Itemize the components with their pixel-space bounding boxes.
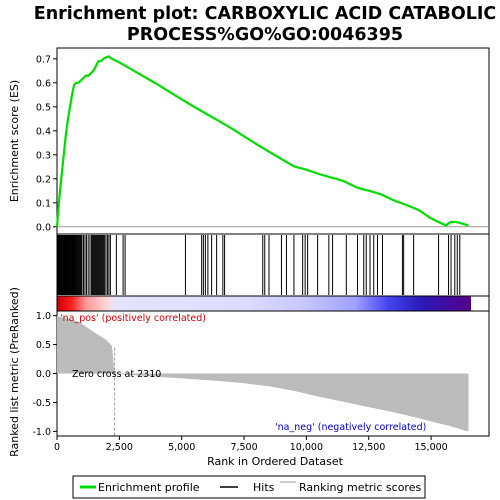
- legend-box: [72, 475, 426, 499]
- es-y-tick-label: 0.7: [36, 54, 51, 65]
- ranking-heatmap-bar: [57, 296, 471, 311]
- metric-y-tick-label: 0.5: [36, 340, 51, 351]
- legend-profile-label: Enrichment profile: [98, 481, 200, 494]
- x-axis-label: Rank in Ordered Dataset: [207, 455, 344, 468]
- x-tick-label: 7,500: [230, 442, 257, 453]
- x-tick-label: 10,000: [290, 442, 323, 453]
- x-axis-ticks: 0 2,500 5,000 7,500 10,000 12,500 15,000: [54, 436, 448, 453]
- es-y-tick-label: 0.3: [36, 150, 51, 161]
- legend-hits-label: Hits: [253, 481, 275, 494]
- legend-metric-label: Ranking metric scores: [299, 481, 421, 494]
- metric-y-tick-label: 0.0: [36, 369, 51, 380]
- es-y-tick-label: 0.1: [36, 198, 51, 209]
- hit-lines: [56, 235, 461, 295]
- es-y-tick-label: 0.0: [36, 222, 51, 233]
- es-y-tick-label: 0.4: [36, 126, 51, 137]
- x-tick-label: 12,500: [352, 442, 385, 453]
- es-y-tick-label: 0.6: [36, 78, 51, 89]
- metric-panel: 1.0 0.5 0.0 -0.5 -1.0 'na_pos' (positively c…: [32, 310, 490, 438]
- metric-y-ticks: 1.0 0.5 0.0 -0.5 -1.0: [32, 311, 57, 438]
- x-tick-label: 5,000: [168, 442, 195, 453]
- x-tick-label: 2,500: [106, 442, 133, 453]
- x-tick-label: 0: [54, 442, 60, 453]
- es-y-tick-label: 0.2: [36, 174, 51, 185]
- ranking-metric-area: [57, 315, 469, 432]
- zero-cross-label: Zero cross at 2310: [72, 369, 161, 380]
- es-y-tick-label: 0.5: [36, 102, 51, 113]
- chart-title-line2: PROCESS%GO%GO:0046395: [127, 25, 403, 45]
- legend: Enrichment profile Hits Ranking metric s…: [72, 475, 426, 499]
- metric-y-tick-label: -0.5: [32, 398, 51, 409]
- metric-y-axis-label: Ranked list metric (PreRanked): [8, 287, 21, 457]
- enrichment-profile-line: [55, 55, 469, 227]
- hits-panel-frame: [56, 233, 490, 297]
- metric-y-tick-label: -1.0: [32, 427, 51, 438]
- es-panel: 0.0 0.1 0.2 0.3 0.4 0.5 0.6 0.7: [36, 47, 490, 235]
- hits-panel: [56, 233, 490, 297]
- pos-label: 'na_pos' (positively correlated): [60, 313, 206, 324]
- es-panel-frame: [56, 47, 490, 235]
- neg-label: 'na_neg' (negatively correlated): [275, 422, 426, 433]
- es-y-axis-label: Enrichment score (ES): [8, 80, 21, 202]
- es-y-ticks: 0.0 0.1 0.2 0.3 0.4 0.5 0.6 0.7: [36, 54, 57, 233]
- chart-title-line1: Enrichment plot: CARBOXYLIC ACID CATABOL…: [34, 4, 497, 24]
- metric-y-tick-label: 1.0: [36, 311, 51, 322]
- x-tick-label: 15,000: [414, 442, 447, 453]
